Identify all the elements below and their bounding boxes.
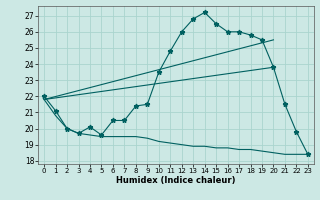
X-axis label: Humidex (Indice chaleur): Humidex (Indice chaleur) <box>116 176 236 185</box>
